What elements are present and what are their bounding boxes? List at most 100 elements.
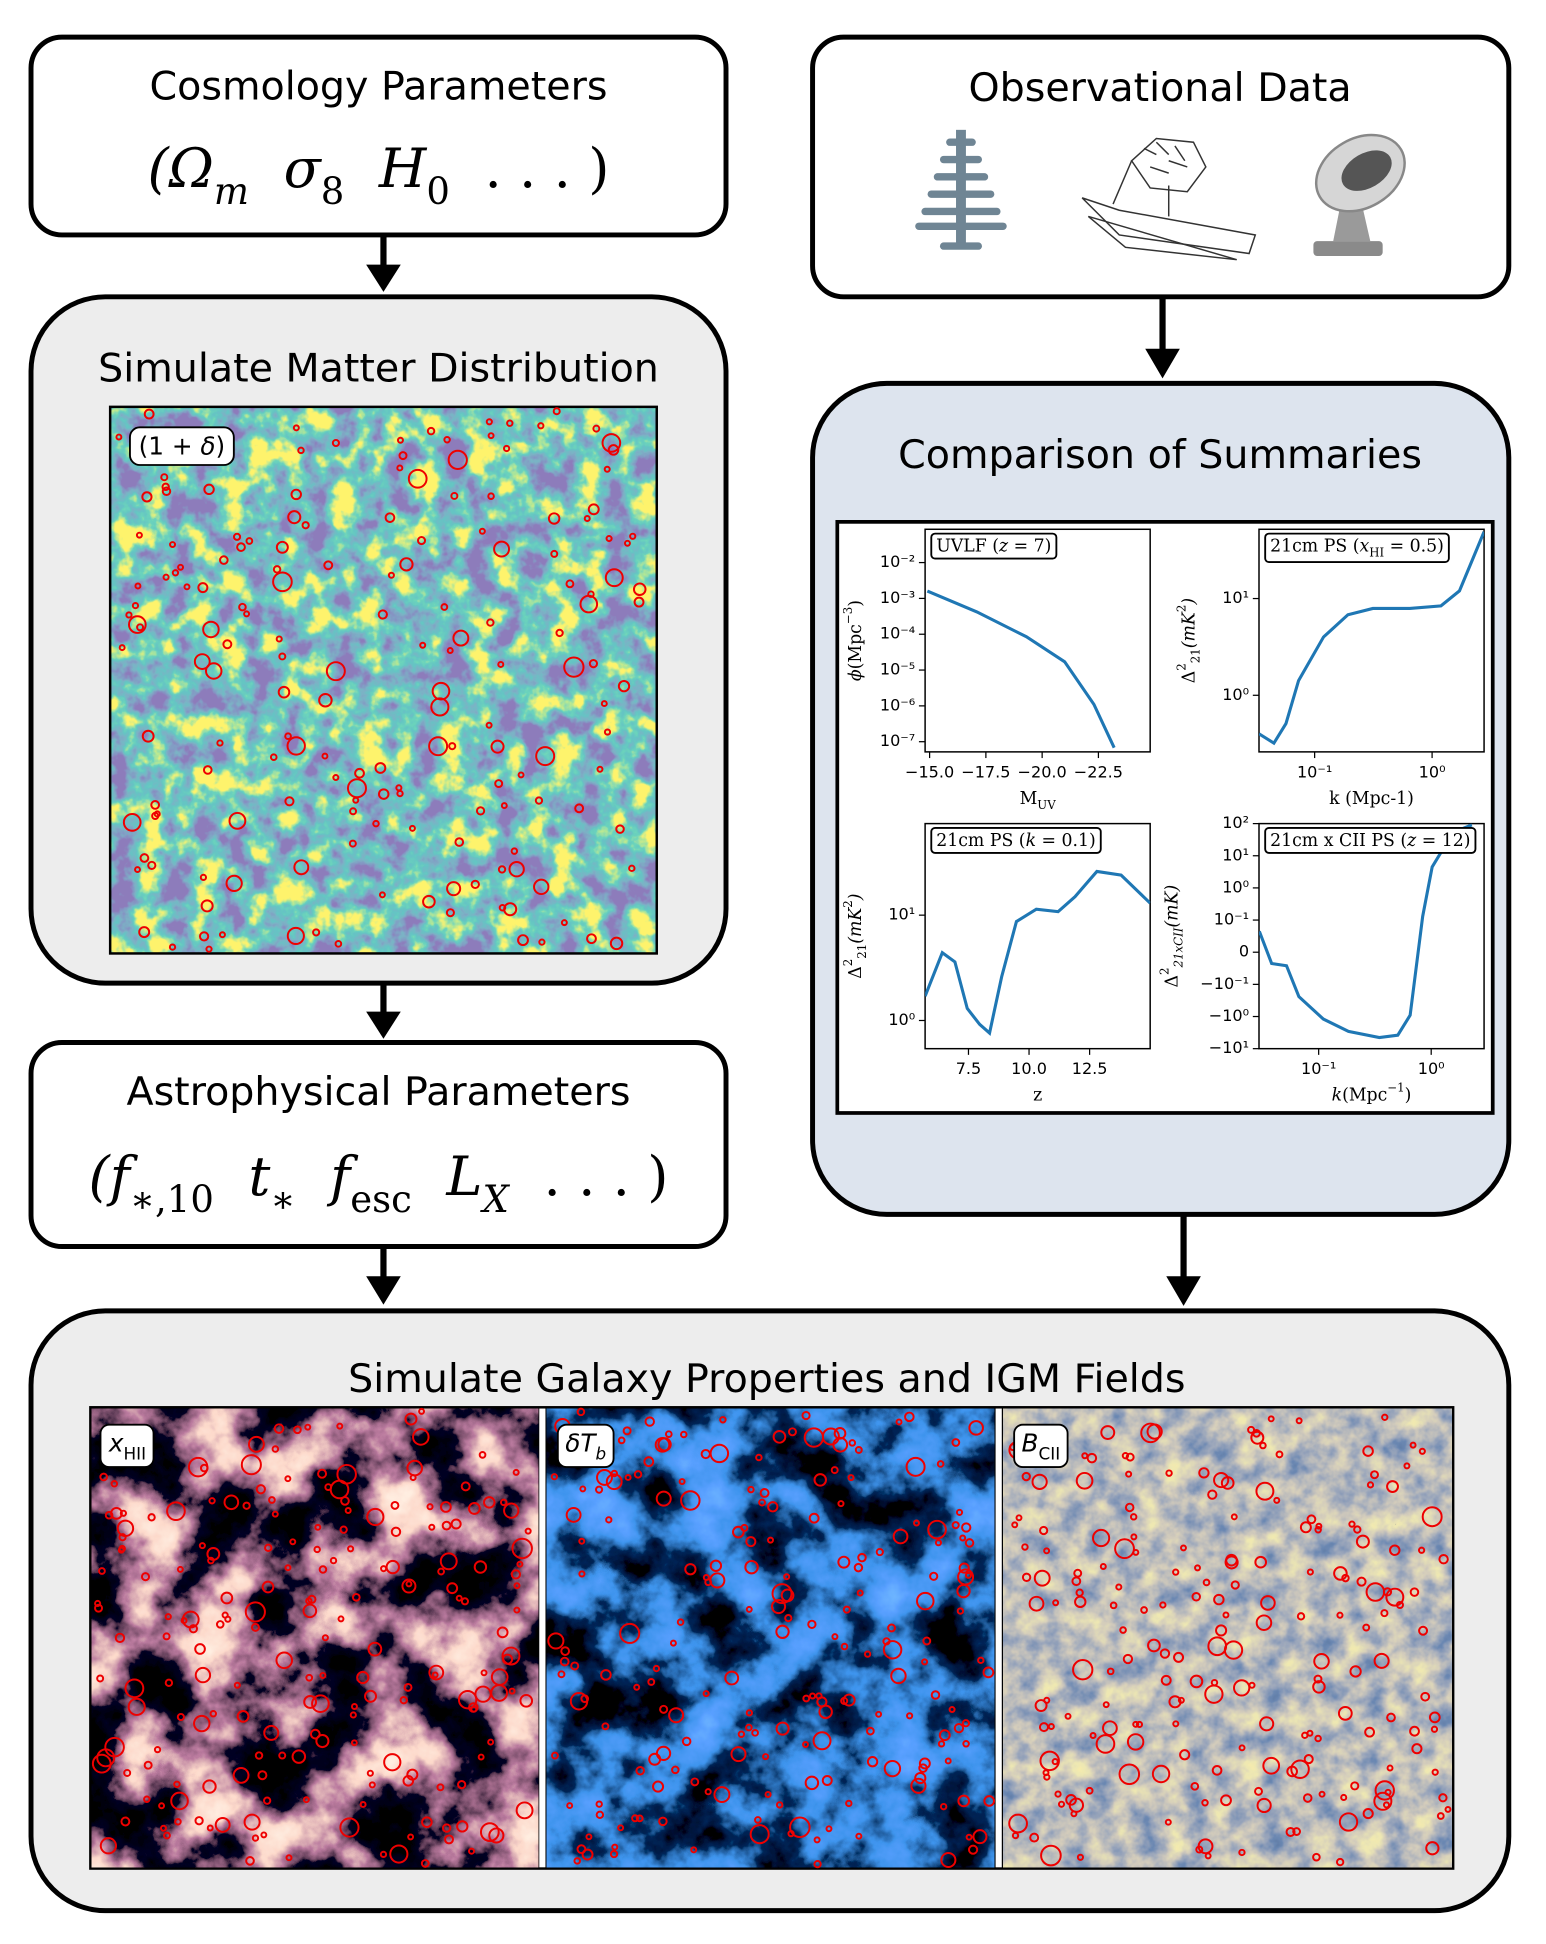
x-axis-label: z	[1033, 1085, 1042, 1105]
galaxy-marker	[1403, 1462, 1411, 1470]
galaxy-marker	[198, 931, 210, 942]
galaxy-marker	[91, 1753, 112, 1774]
galaxy-marker	[866, 1756, 879, 1768]
galaxy-marker	[269, 753, 278, 761]
galaxy-marker	[1355, 1534, 1370, 1549]
text-run: 21cm PS (	[936, 830, 1025, 850]
box-title: Observational Data	[968, 65, 1351, 111]
galaxy-marker	[550, 1473, 558, 1481]
galaxy-marker	[1380, 1609, 1389, 1618]
text-run: 2	[841, 900, 855, 908]
galaxy-marker	[183, 583, 191, 591]
galaxy-marker	[143, 408, 155, 420]
galaxy-marker	[813, 1473, 828, 1487]
galaxy-marker	[444, 1834, 454, 1845]
galaxy-marker	[209, 1710, 217, 1718]
text-run: (mK	[1179, 611, 1199, 648]
galaxy-marker	[1267, 1415, 1275, 1423]
galaxy-marker	[802, 1741, 809, 1748]
galaxy-marker	[1021, 1471, 1031, 1482]
galaxy-marker	[508, 1687, 516, 1695]
galaxy-marker	[194, 1643, 206, 1655]
galaxy-marker	[1299, 1521, 1312, 1534]
galaxy-marker	[1114, 1538, 1135, 1560]
panel-title: 21cm x CII PS (z = 12)	[1270, 830, 1470, 850]
y-tick-label: −10¹	[1209, 1038, 1249, 1057]
galaxy-marker	[1296, 1612, 1306, 1621]
galaxy-marker	[271, 1445, 280, 1453]
galaxy-marker	[1409, 1587, 1420, 1597]
galaxy-marker	[168, 943, 177, 951]
galaxy-marker	[486, 618, 495, 627]
galaxy-marker	[164, 1678, 174, 1688]
text-run: 21	[1189, 648, 1203, 663]
galaxy-marker	[552, 407, 561, 416]
galaxy-marker	[789, 1816, 811, 1839]
galaxy-marker	[1119, 1626, 1127, 1634]
galaxy-marker	[1373, 1652, 1390, 1669]
data-line	[925, 869, 1151, 1036]
galaxy-marker	[1428, 1711, 1441, 1724]
galaxy-marker	[887, 1623, 896, 1633]
galaxy-marker	[537, 422, 545, 430]
panel-title: 21cm PS (xHI = 0.5)	[1270, 536, 1444, 560]
galaxy-marker	[1201, 1799, 1209, 1807]
galaxy-marker	[290, 488, 302, 501]
galaxy-marker	[1341, 1573, 1350, 1583]
galaxy-marker	[848, 1439, 857, 1447]
galaxy-marker	[193, 653, 211, 670]
text-run: −1	[1387, 1081, 1404, 1095]
galaxy-marker	[321, 1634, 329, 1642]
galaxy-marker	[236, 542, 246, 552]
galaxy-marker	[104, 1736, 125, 1758]
galaxy-marker	[216, 739, 224, 747]
galaxy-marker	[1075, 1588, 1084, 1597]
galaxy-marker	[1159, 1648, 1171, 1659]
galaxy-marker	[951, 1521, 960, 1530]
galaxy-marker	[445, 908, 455, 918]
galaxy-marker	[624, 1473, 632, 1481]
galaxy-marker	[643, 1456, 655, 1468]
galaxy-marker	[180, 1617, 188, 1625]
galaxy-marker	[150, 800, 161, 810]
galaxy-marker	[1021, 1543, 1029, 1551]
data-line	[926, 589, 1116, 749]
galaxy-marker	[595, 1810, 605, 1819]
galaxy-marker	[284, 1475, 292, 1483]
galaxy-marker	[318, 693, 333, 708]
galaxy-marker	[1125, 1452, 1135, 1462]
galaxy-marker	[110, 1506, 123, 1520]
galaxy-marker	[164, 1613, 172, 1621]
galaxy-marker	[566, 1802, 574, 1810]
galaxy-marker	[452, 629, 470, 647]
galaxy-marker	[633, 1470, 643, 1479]
galaxy-marker	[565, 579, 575, 589]
x-tick-label: 10.0	[1011, 1059, 1047, 1078]
galaxy-marker	[1444, 1805, 1452, 1813]
galaxy-marker	[437, 1567, 445, 1576]
galaxy-marker	[605, 1516, 613, 1524]
galaxy-marker	[1301, 1731, 1309, 1739]
galaxy-marker	[1008, 1813, 1028, 1834]
galaxy-marker	[940, 1851, 957, 1869]
galaxy-marker	[1366, 1481, 1375, 1489]
galaxy-marker	[395, 784, 403, 792]
galaxy-marker	[218, 931, 226, 939]
galaxy-marker	[1015, 1514, 1023, 1522]
galaxy-marker	[1365, 1582, 1386, 1602]
galaxy-marker	[426, 426, 436, 436]
galaxy-marker	[440, 1501, 452, 1513]
galaxy-marker	[745, 1709, 753, 1717]
galaxy-marker	[581, 1848, 594, 1861]
galaxy-marker	[619, 1622, 641, 1644]
galaxy-marker	[1254, 1786, 1264, 1796]
text-run: δ	[200, 432, 215, 461]
galaxy-marker	[669, 1639, 677, 1647]
galaxy-marker	[143, 1795, 151, 1804]
galaxy-marker	[1259, 1716, 1275, 1732]
galaxy-marker	[383, 1753, 402, 1772]
galaxy-marker	[1381, 1413, 1389, 1421]
galaxy-marker	[255, 1484, 266, 1495]
galaxy-marker	[1129, 1513, 1138, 1521]
arrows	[366, 234, 1201, 1306]
